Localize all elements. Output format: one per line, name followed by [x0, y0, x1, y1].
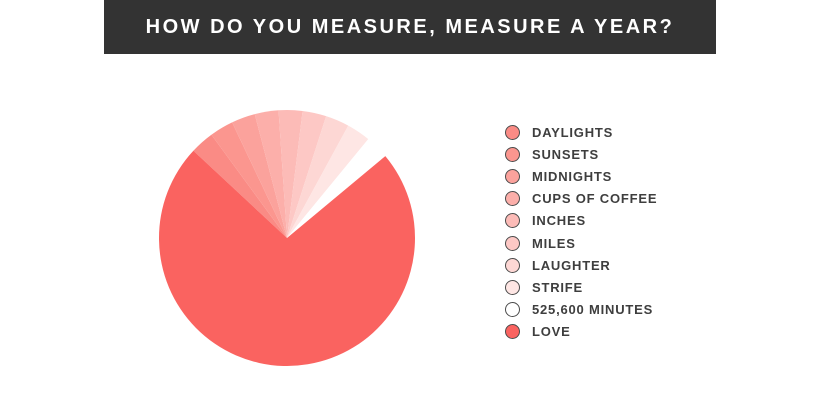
legend-item: DAYLIGHTS: [505, 121, 657, 143]
legend-item: STRIFE: [505, 276, 657, 298]
legend-item: SUNSETS: [505, 143, 657, 165]
legend-label: DAYLIGHTS: [532, 124, 614, 140]
legend-item: INCHES: [505, 210, 657, 232]
legend-item: MIDNIGHTS: [505, 165, 657, 187]
pie-chart: [158, 109, 415, 367]
legend-marker-icon: [505, 168, 520, 184]
legend-label: MILES: [532, 235, 576, 251]
chart-title: HOW DO YOU MEASURE, MEASURE A YEAR?: [145, 15, 675, 38]
pie-slice-midnights: [232, 114, 287, 238]
pie-slice-cups-of-coffee: [254, 110, 287, 238]
legend-label: STRIFE: [532, 279, 584, 295]
pie-slice-laughter: [287, 116, 349, 238]
legend-item: 525,600 MINUTES: [505, 299, 657, 321]
legend-label: INCHES: [532, 213, 586, 229]
pie-slice-strife: [287, 125, 369, 238]
legend-marker-icon: [505, 191, 520, 207]
legend-marker-icon: [505, 324, 520, 340]
legend-item: LAUGHTER: [505, 254, 657, 276]
legend-marker-icon: [505, 124, 520, 140]
pie-slice-love: [158, 150, 415, 367]
legend-marker-icon: [505, 235, 520, 251]
pie-slice-inches: [278, 109, 303, 238]
legend-label: CUPS OF COFFEE: [532, 191, 658, 207]
legend: DAYLIGHTS SUNSETS MIDNIGHTS CUPS OF COFFEE I…: [505, 121, 657, 343]
legend-label: LAUGHTER: [532, 257, 611, 273]
pie-slice-sunsets: [211, 122, 287, 238]
pie-slice-daylights: [193, 134, 287, 238]
legend-label: SUNSETS: [532, 146, 600, 162]
pie-slice-525-600-minutes: [287, 139, 386, 238]
legend-marker-icon: [505, 279, 520, 295]
legend-item: CUPS OF COFFEE: [505, 188, 657, 210]
legend-label: MIDNIGHTS: [532, 168, 613, 184]
pie-slice-miles: [287, 110, 327, 238]
legend-item: LOVE: [505, 321, 657, 343]
legend-marker-icon: [505, 302, 520, 318]
legend-marker-icon: [505, 146, 520, 162]
legend-marker-icon: [505, 257, 520, 273]
title-bar: HOW DO YOU MEASURE, MEASURE A YEAR?: [104, 0, 716, 54]
legend-label: 525,600 MINUTES: [532, 302, 654, 318]
legend-item: MILES: [505, 232, 657, 254]
legend-label: LOVE: [532, 324, 571, 340]
legend-marker-icon: [505, 213, 520, 229]
